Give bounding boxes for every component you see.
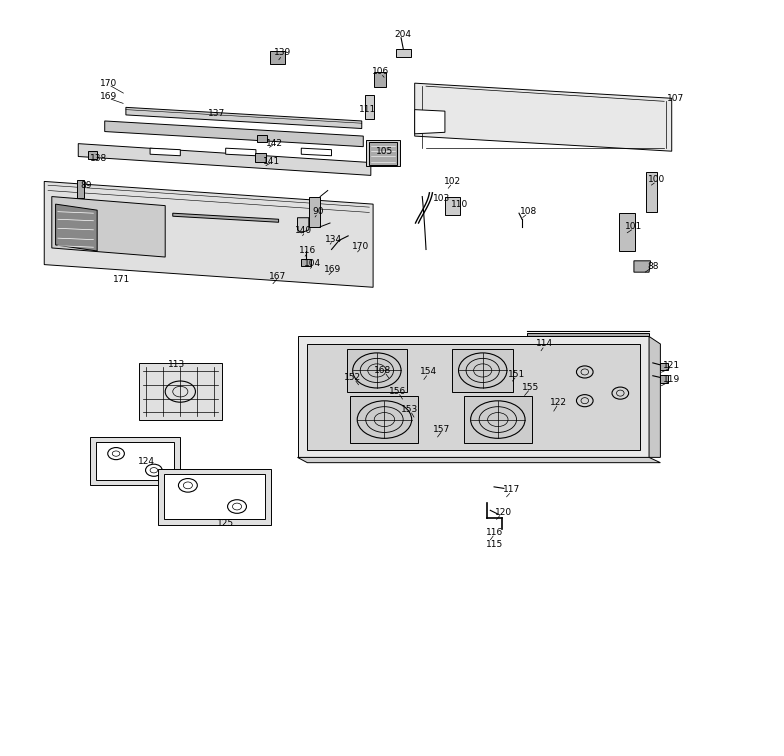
Text: 103: 103 [433,194,450,203]
Text: 121: 121 [663,361,681,370]
Text: 151: 151 [508,370,525,379]
Text: 106: 106 [372,67,390,76]
Text: 101: 101 [626,222,643,231]
Polygon shape [350,396,419,443]
Text: 119: 119 [663,375,681,384]
Polygon shape [78,144,371,175]
Text: 120: 120 [495,508,512,517]
Polygon shape [415,83,672,151]
Polygon shape [464,396,532,443]
Polygon shape [105,121,363,147]
Polygon shape [634,261,651,272]
Text: 169: 169 [325,265,342,274]
Polygon shape [139,364,222,420]
Text: 88: 88 [647,262,659,271]
Text: 157: 157 [434,425,451,434]
Polygon shape [527,333,649,336]
Text: 134: 134 [325,235,342,244]
Text: 137: 137 [208,109,225,118]
Text: 154: 154 [419,367,437,376]
Polygon shape [77,180,84,198]
Polygon shape [415,110,445,134]
Polygon shape [374,72,386,87]
Text: 153: 153 [401,405,418,414]
Polygon shape [126,107,361,129]
Text: 113: 113 [168,360,185,369]
Text: 140: 140 [295,226,312,235]
Text: 100: 100 [648,175,666,184]
Polygon shape [88,151,97,159]
Text: 89: 89 [80,181,92,190]
Polygon shape [365,94,374,119]
Text: 102: 102 [444,177,461,186]
Text: 108: 108 [520,207,537,216]
Text: 138: 138 [90,154,107,163]
Text: 155: 155 [521,383,539,392]
Polygon shape [96,442,174,480]
Text: 141: 141 [263,156,280,166]
Polygon shape [309,197,320,227]
Text: 170: 170 [351,242,369,251]
Text: 122: 122 [550,398,567,407]
Polygon shape [226,148,256,156]
Text: 90: 90 [312,207,324,216]
Polygon shape [56,204,97,251]
Polygon shape [270,51,285,64]
Text: 107: 107 [667,94,684,103]
Text: 204: 204 [395,29,412,39]
Text: 116: 116 [299,246,316,256]
Text: 142: 142 [267,139,283,148]
Polygon shape [347,349,407,392]
Polygon shape [257,135,267,142]
Text: 168: 168 [374,366,391,375]
Polygon shape [307,344,640,450]
Text: 110: 110 [452,200,469,209]
Polygon shape [660,375,668,383]
Text: 125: 125 [217,519,234,528]
Text: 139: 139 [274,48,291,57]
Text: 105: 105 [376,147,393,156]
Text: 171: 171 [113,275,130,284]
Text: 124: 124 [138,457,154,466]
Polygon shape [297,457,660,463]
Polygon shape [445,197,460,215]
Text: 116: 116 [486,528,503,537]
Polygon shape [300,259,311,266]
Polygon shape [301,148,332,156]
Polygon shape [89,437,180,485]
Polygon shape [44,181,373,287]
Polygon shape [649,336,660,457]
Polygon shape [660,363,668,370]
Text: 104: 104 [304,259,321,268]
Polygon shape [52,197,165,257]
Text: 156: 156 [390,387,407,396]
Text: 115: 115 [486,540,503,549]
Text: 170: 170 [100,79,117,88]
Polygon shape [164,474,265,519]
Text: 169: 169 [100,92,117,101]
Polygon shape [172,213,278,222]
Polygon shape [646,172,656,212]
Polygon shape [619,213,635,251]
Polygon shape [366,140,400,166]
Polygon shape [396,49,411,57]
Text: 111: 111 [359,105,376,114]
Text: 167: 167 [268,272,285,281]
Text: 152: 152 [344,373,361,383]
Polygon shape [369,142,397,165]
Text: 114: 114 [536,339,554,349]
Polygon shape [150,148,180,156]
Polygon shape [158,469,271,525]
Text: 117: 117 [503,485,520,494]
Polygon shape [297,218,309,233]
Polygon shape [297,336,649,457]
Polygon shape [255,153,266,162]
Polygon shape [452,349,513,392]
